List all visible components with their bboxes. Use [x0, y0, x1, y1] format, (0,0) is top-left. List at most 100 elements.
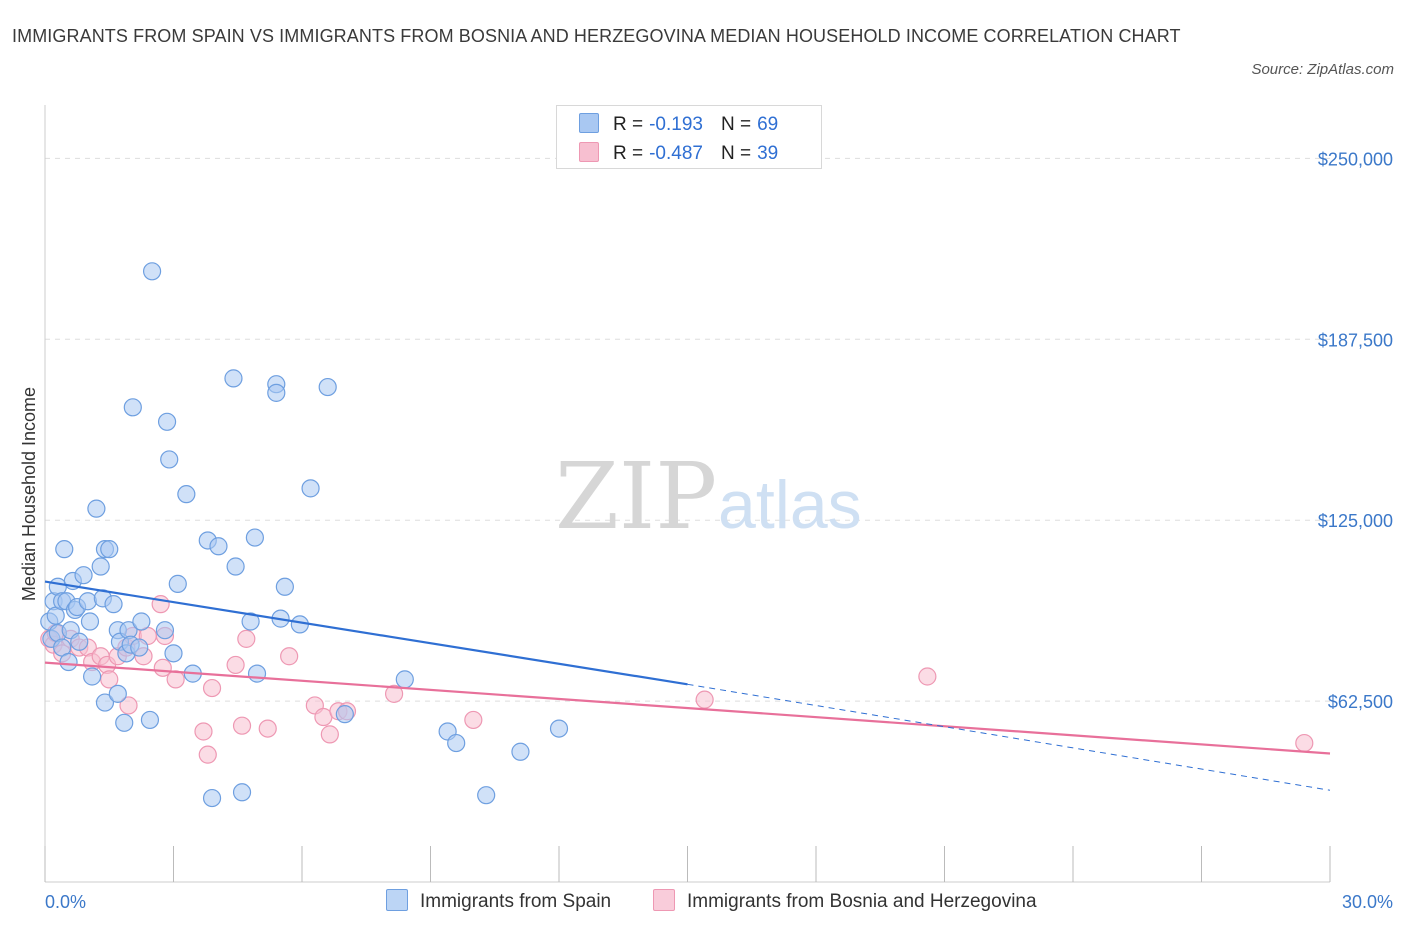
- y-tick-label: $187,500: [1318, 330, 1393, 350]
- trend-line-spain-extrapolated: [687, 683, 1331, 791]
- y-tick-label: $125,000: [1318, 511, 1393, 531]
- data-point-spain: [74, 566, 93, 585]
- x-tick-label: 30.0%: [1342, 892, 1393, 912]
- legend-swatch-spain: [579, 113, 599, 133]
- data-point-spain: [87, 499, 106, 518]
- data-point-bosnia: [198, 745, 217, 764]
- x-tick-label: 0.0%: [45, 892, 86, 912]
- x-tick-labels: 0.0% 30.0%: [45, 892, 1393, 912]
- data-point-spain: [123, 398, 142, 417]
- data-point-spain: [168, 574, 187, 593]
- watermark-zip: ZIP: [555, 443, 717, 550]
- legend-row-spain: R = -0.193 N = 69: [579, 113, 778, 135]
- data-point-spain: [130, 638, 149, 657]
- legend-r-value: -0.193: [649, 114, 703, 135]
- bottom-legend-spain: Immigrants from Spain: [386, 889, 611, 913]
- legend-swatch-bosnia: [579, 142, 599, 162]
- data-point-spain: [177, 485, 196, 504]
- data-point-bosnia: [202, 678, 222, 698]
- data-point-bosnia: [237, 629, 256, 648]
- data-point-spain: [140, 710, 160, 730]
- data-point-spain: [164, 644, 183, 663]
- data-point-bosnia: [280, 647, 299, 666]
- chart-title: IMMIGRANTS FROM SPAIN VS IMMIGRANTS FROM…: [12, 26, 1181, 46]
- data-point-spain: [447, 733, 466, 753]
- legend-r-label: R =: [613, 143, 644, 164]
- data-point-spain: [83, 667, 102, 686]
- y-tick-label: $250,000: [1318, 149, 1393, 169]
- data-point-spain: [318, 377, 337, 397]
- legend-n-value: 69: [757, 114, 779, 135]
- data-point-spain: [335, 705, 354, 724]
- data-point-spain: [511, 742, 530, 761]
- legend-row-bosnia: R = -0.487 N = 39: [579, 142, 778, 164]
- legend-n-value: 39: [757, 143, 779, 164]
- data-point-bosnia: [166, 670, 185, 689]
- axes: [44, 105, 1331, 883]
- data-point-spain: [267, 383, 286, 402]
- data-point-spain: [160, 450, 179, 469]
- data-point-spain: [157, 412, 177, 431]
- bottom-legend-bosnia: Immigrants from Bosnia and Herzegovina: [653, 889, 1037, 913]
- data-point-spain: [80, 612, 100, 631]
- data-point-spain: [55, 540, 74, 559]
- trend-lines: [44, 580, 1331, 791]
- data-point-spain: [100, 540, 119, 559]
- data-point-spain: [549, 719, 569, 738]
- data-point-bosnia: [320, 725, 339, 744]
- correlation-legend: R = -0.193 N = 69 R = -0.487 N = 39: [556, 105, 822, 169]
- data-point-spain: [232, 783, 252, 802]
- series-spain-points: [40, 262, 569, 808]
- data-point-spain: [224, 369, 243, 388]
- data-point-bosnia: [918, 667, 937, 686]
- data-point-bosnia: [258, 719, 277, 738]
- data-point-spain: [275, 577, 294, 596]
- legend-n-label: N =: [720, 143, 752, 164]
- data-point-spain: [247, 664, 267, 683]
- data-point-bosnia: [384, 684, 404, 703]
- legend-r-label: R =: [613, 114, 644, 135]
- data-point-spain: [95, 693, 115, 712]
- data-point-spain: [477, 786, 496, 805]
- bottom-legend-swatch-spain: [386, 889, 408, 911]
- trend-line-spain: [44, 580, 688, 686]
- data-point-spain: [115, 713, 134, 732]
- data-point-bosnia: [695, 690, 714, 709]
- data-point-spain: [142, 262, 162, 281]
- data-point-spain: [301, 479, 320, 498]
- bottom-legend-swatch-bosnia: [653, 889, 675, 911]
- bottom-legend-label-spain: Immigrants from Spain: [420, 891, 612, 912]
- data-point-spain: [245, 528, 264, 547]
- data-point-spain: [202, 788, 222, 808]
- data-point-bosnia: [232, 716, 252, 735]
- trend-line-bosnia: [44, 661, 1331, 755]
- watermark-atlas: atlas: [718, 467, 862, 543]
- bottom-legend-label-bosnia: Immigrants from Bosnia and Herzegovina: [687, 891, 1037, 912]
- y-axis-label: Median Household Income: [19, 387, 39, 601]
- legend-r-value: -0.487: [649, 143, 703, 164]
- data-point-spain: [241, 612, 260, 631]
- data-point-spain: [209, 537, 228, 556]
- y-tick-labels: $62,500 $125,000 $187,500 $250,000: [1318, 149, 1393, 712]
- watermark: ZIP atlas: [555, 443, 862, 550]
- data-point-spain: [395, 670, 414, 689]
- data-point-spain: [155, 621, 175, 640]
- data-point-bosnia: [1295, 733, 1314, 753]
- data-point-spain: [132, 612, 151, 631]
- data-point-spain: [104, 595, 123, 614]
- data-point-spain: [59, 652, 78, 672]
- data-point-spain: [70, 632, 89, 651]
- data-point-bosnia: [194, 722, 213, 741]
- data-point-spain: [290, 615, 309, 634]
- data-point-bosnia: [226, 655, 245, 675]
- data-point-spain: [78, 592, 97, 611]
- grid-lines: [45, 157, 1330, 702]
- data-point-bosnia: [119, 696, 138, 715]
- data-point-spain: [108, 684, 127, 703]
- data-point-bosnia: [100, 670, 119, 689]
- data-point-bosnia: [464, 710, 483, 730]
- data-point-spain: [91, 557, 110, 576]
- y-tick-label: $62,500: [1328, 692, 1393, 712]
- source-label: Source: ZipAtlas.com: [1251, 61, 1394, 78]
